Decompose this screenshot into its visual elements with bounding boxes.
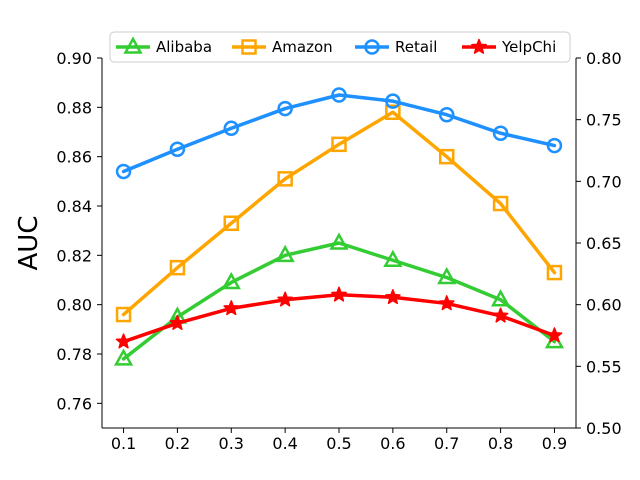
x-tick-label: 0.2 [165, 434, 190, 453]
data-point-retail [277, 100, 293, 117]
data-point-retail [331, 87, 347, 103]
legend-marker-yelpchi [471, 38, 487, 54]
series-line-retail [121, 93, 557, 174]
data-point-amazon [385, 104, 401, 121]
data-point-retail [438, 106, 455, 123]
left-y-tick-label: 0.86 [56, 148, 92, 167]
data-point-retail [169, 141, 186, 158]
left-y-tick-label: 0.84 [56, 197, 92, 216]
legend-entry-alibaba: Alibaba [116, 36, 212, 56]
x-tick-label: 0.8 [488, 434, 513, 453]
legend-marker-alibaba [123, 36, 143, 54]
x-tick-label: 0.6 [380, 434, 405, 453]
data-point-alibaba [490, 289, 511, 307]
series-yelpchi [115, 286, 563, 349]
data-point-yelpchi [546, 327, 563, 343]
data-point-yelpchi [277, 291, 294, 307]
left-y-tick-label: 0.80 [56, 296, 92, 315]
data-point-yelpchi [384, 289, 401, 305]
right-y-tick-label: 0.70 [586, 172, 622, 191]
legend-label-amazon: Amazon [272, 38, 333, 56]
x-tick-label: 0.1 [111, 434, 136, 453]
left-y-tick-label: 0.88 [56, 98, 92, 117]
series-retail [115, 87, 563, 180]
right-y-tick-label: 0.50 [586, 419, 622, 438]
data-point-alibaba [437, 266, 457, 285]
legend-entry-yelpchi: YelpChi [462, 38, 556, 56]
right-y-tick-label: 0.60 [586, 296, 622, 315]
legend-label-retail: Retail [395, 38, 437, 56]
data-point-retail [385, 93, 401, 109]
data-point-retail [492, 125, 509, 141]
y-axis-title: AUC [14, 216, 44, 271]
data-point-retail [223, 120, 240, 137]
data-point-yelpchi [492, 307, 509, 323]
legend-marker-retail [364, 39, 380, 55]
data-point-alibaba [221, 271, 241, 290]
data-point-alibaba [275, 244, 295, 263]
legend-label-alibaba: Alibaba [156, 38, 212, 56]
x-tick-label: 0.5 [326, 434, 351, 453]
legend-entry-retail: Retail [355, 38, 437, 56]
data-point-amazon [115, 306, 132, 323]
data-point-amazon [492, 195, 509, 212]
data-point-amazon [438, 148, 455, 165]
data-point-alibaba [383, 249, 403, 268]
data-point-alibaba [113, 348, 134, 366]
legend: Alibaba Amazon Retail YelpChi [109, 31, 571, 63]
x-tick-label: 0.3 [219, 434, 244, 453]
left-y-tick-label: 0.78 [56, 345, 92, 364]
data-point-amazon [546, 264, 563, 281]
data-point-amazon [223, 215, 240, 232]
legend-marker-amazon [241, 39, 257, 55]
legend-entry-amazon: Amazon [232, 38, 333, 56]
right-y-tick-label: 0.65 [586, 234, 622, 253]
left-y-tick-label: 0.90 [56, 49, 92, 68]
series-line-alibaba [121, 241, 557, 361]
x-tick-label: 0.4 [272, 434, 297, 453]
right-y-tick-label: 0.55 [586, 357, 622, 376]
series-amazon [115, 104, 563, 323]
legend-box [109, 31, 571, 63]
data-point-yelpchi [223, 300, 240, 316]
right-y-tick-label: 0.75 [586, 111, 622, 130]
data-point-retail [546, 137, 563, 154]
data-point-amazon [169, 259, 186, 276]
data-point-amazon [277, 171, 293, 187]
left-y-tick-label: 0.82 [56, 246, 92, 265]
data-point-yelpchi [169, 314, 186, 330]
left-y-tick-label: 0.76 [56, 394, 92, 413]
data-point-amazon [331, 136, 347, 153]
data-point-yelpchi [115, 333, 132, 349]
right-y-tick-label: 0.80 [586, 49, 622, 68]
data-point-yelpchi [438, 295, 455, 311]
legend-label-yelpchi: YelpChi [501, 38, 556, 56]
axes-layer: 0.1 0.2 0.3 0.4 0.5 0.6 0.7 0.8 0.9 0.76 0.78 0.80 0… [56, 49, 621, 453]
data-point-yelpchi [331, 286, 347, 302]
x-tick-label: 0.7 [434, 434, 459, 453]
data-point-alibaba [329, 232, 349, 250]
series-layer [113, 87, 565, 366]
x-tick-label: 0.9 [542, 434, 567, 453]
data-point-retail [115, 163, 132, 180]
series-line-amazon [121, 110, 557, 317]
